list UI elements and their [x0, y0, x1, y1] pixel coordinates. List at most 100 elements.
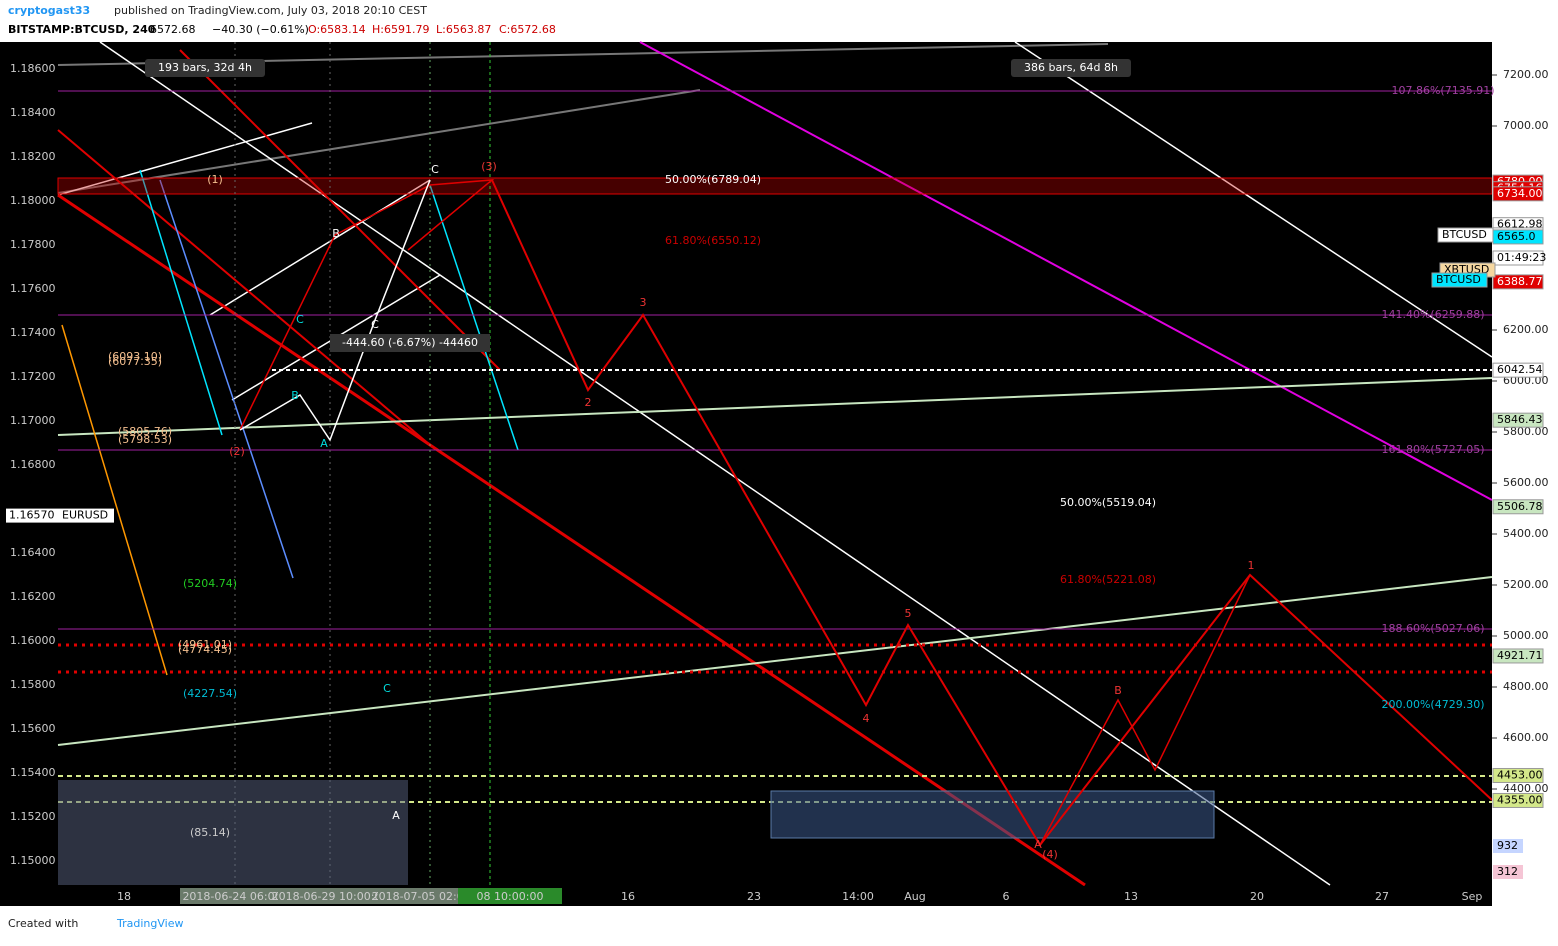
- annotation: (2): [229, 445, 245, 458]
- right-tick-label: 5200.00: [1503, 578, 1549, 591]
- price-tag: [1492, 412, 1544, 428]
- price-tag-label: 6734.00: [1497, 187, 1543, 200]
- x-label-bg: [378, 888, 482, 904]
- right-tick-label: 5800.00: [1503, 425, 1549, 438]
- volume-tag-label: 312: [1497, 865, 1518, 878]
- annotation: 188.60%(5027.06): [1381, 622, 1484, 635]
- x-label-bg: [278, 888, 382, 904]
- header-bg: [0, 0, 1558, 42]
- price-tag: [1492, 767, 1544, 783]
- left-tick-label: 1.15200: [10, 810, 56, 823]
- left-tag-label: 1.16570: [9, 509, 55, 522]
- countdown: 01:49:23: [1497, 251, 1546, 264]
- symbol-tag: [1431, 272, 1488, 288]
- annotation: 200.00%(4729.30): [1381, 698, 1484, 711]
- x-label-bg: [458, 888, 562, 904]
- left-tick-label: 1.15600: [10, 722, 56, 735]
- footer-created: Created with: [8, 917, 78, 930]
- annotation: (3): [481, 160, 497, 173]
- annotation: 50.00%(5519.04): [1060, 496, 1156, 509]
- price-tag: [1492, 499, 1544, 515]
- left-tick-label: 1.18400: [10, 106, 56, 119]
- annotation: -444.60 (-6.67%) -44460: [342, 336, 478, 349]
- high: H:6591.79: [372, 23, 429, 36]
- volume-tag: [1493, 839, 1523, 853]
- x-tick-label: 20: [1250, 890, 1264, 903]
- volume-tag-label: 932: [1497, 839, 1518, 852]
- left-tag-symbol: EURUSD: [62, 509, 108, 522]
- annotation: A: [392, 809, 400, 822]
- footer-brand[interactable]: TradingView: [116, 917, 183, 930]
- x-tick-label: 08 10:00:00: [477, 890, 544, 903]
- symbol-tag-label: BTCUSD: [1436, 273, 1481, 286]
- price-tag-label: 4921.71: [1497, 649, 1543, 662]
- symbol: BITSTAMP:BTCUSD, 240: [8, 23, 156, 36]
- annotation: B: [332, 227, 340, 240]
- x-tick-label: Aug: [904, 890, 925, 903]
- annotation: 61.80%(5221.08): [1060, 573, 1156, 586]
- last: 6572.68: [150, 23, 196, 36]
- right-tick-label: 4400.00: [1503, 782, 1549, 795]
- left-tick-label: 1.17800: [10, 238, 56, 251]
- price-tag: [1492, 648, 1544, 664]
- x-tick-label: 2018-06-29 10:00:00: [272, 890, 389, 903]
- annotation: 161.80%(5727.05): [1381, 443, 1484, 456]
- volume-tag: [1493, 865, 1523, 879]
- author[interactable]: cryptogast33: [8, 4, 90, 17]
- left-tick-label: 1.15000: [10, 854, 56, 867]
- x-tick-label: 23: [747, 890, 761, 903]
- annotation: 107.86%(7135.91): [1391, 84, 1494, 97]
- annotation: (5204.74): [183, 577, 237, 590]
- left-tick-label: 1.15400: [10, 766, 56, 779]
- right-tick-label: 4800.00: [1503, 680, 1549, 693]
- annotation: (6077.35): [108, 355, 162, 368]
- footer-bg: [0, 906, 1558, 942]
- price-tag-label: 6042.54: [1497, 363, 1543, 376]
- change: −40.30 (−0.61%): [212, 23, 309, 36]
- left-tick-label: 1.18000: [10, 194, 56, 207]
- annotation: 193 bars, 32d 4h: [158, 61, 252, 74]
- left-tick-label: 1.18600: [10, 62, 56, 75]
- bars-label-bg: [1011, 59, 1131, 77]
- low: L:6563.87: [436, 23, 491, 36]
- published: published on TradingView.com, July 03, 2…: [114, 4, 427, 17]
- annotation: C: [383, 682, 391, 695]
- annotation: B: [1114, 684, 1122, 697]
- x-tick-label: 27: [1375, 890, 1389, 903]
- annotation: 141.40%(6259.88): [1381, 308, 1484, 321]
- price-tag: [1492, 362, 1544, 378]
- annotation: (4961.01): [178, 638, 232, 651]
- x-tick-label: 18: [117, 890, 131, 903]
- annotation: C: [431, 163, 439, 176]
- price-tag: [1492, 792, 1544, 808]
- left-tick-label: 1.16000: [10, 634, 56, 647]
- annotation: C: [296, 313, 304, 326]
- left-tick-label: 1.17600: [10, 282, 56, 295]
- left-tick-label: 1.16400: [10, 546, 56, 559]
- annotation: A: [1034, 838, 1042, 851]
- annotation: (4): [1042, 848, 1058, 861]
- x-tick-label: Sep: [1462, 890, 1483, 903]
- x-tick-label: 14:00: [842, 890, 874, 903]
- left-tick-label: 1.16800: [10, 458, 56, 471]
- open: O:6583.14: [308, 23, 366, 36]
- annotation: 2: [585, 396, 592, 409]
- price-tag-label: 6565.0: [1497, 230, 1536, 243]
- annotation: 386 bars, 64d 8h: [1024, 61, 1118, 74]
- annotation: 3: [640, 296, 647, 309]
- left-tick-label: 1.16200: [10, 590, 56, 603]
- annotation: (85.14): [190, 826, 230, 839]
- annotation: 61.80%(6550.12): [665, 234, 761, 247]
- right-tick-label: 7200.00: [1503, 68, 1549, 81]
- annotation: 50.00%(6789.04): [665, 173, 761, 186]
- x-tick-label: 6: [1003, 890, 1010, 903]
- right-tick-label: 5000.00: [1503, 629, 1549, 642]
- x-label-bg: [180, 888, 284, 904]
- annotation: (1): [207, 173, 223, 186]
- price-tag: [1492, 274, 1544, 290]
- price-tag: [1492, 186, 1544, 202]
- price-tag-label: 6388.77: [1497, 275, 1543, 288]
- x-tick-label: 16: [621, 890, 635, 903]
- left-tick-label: 1.17200: [10, 370, 56, 383]
